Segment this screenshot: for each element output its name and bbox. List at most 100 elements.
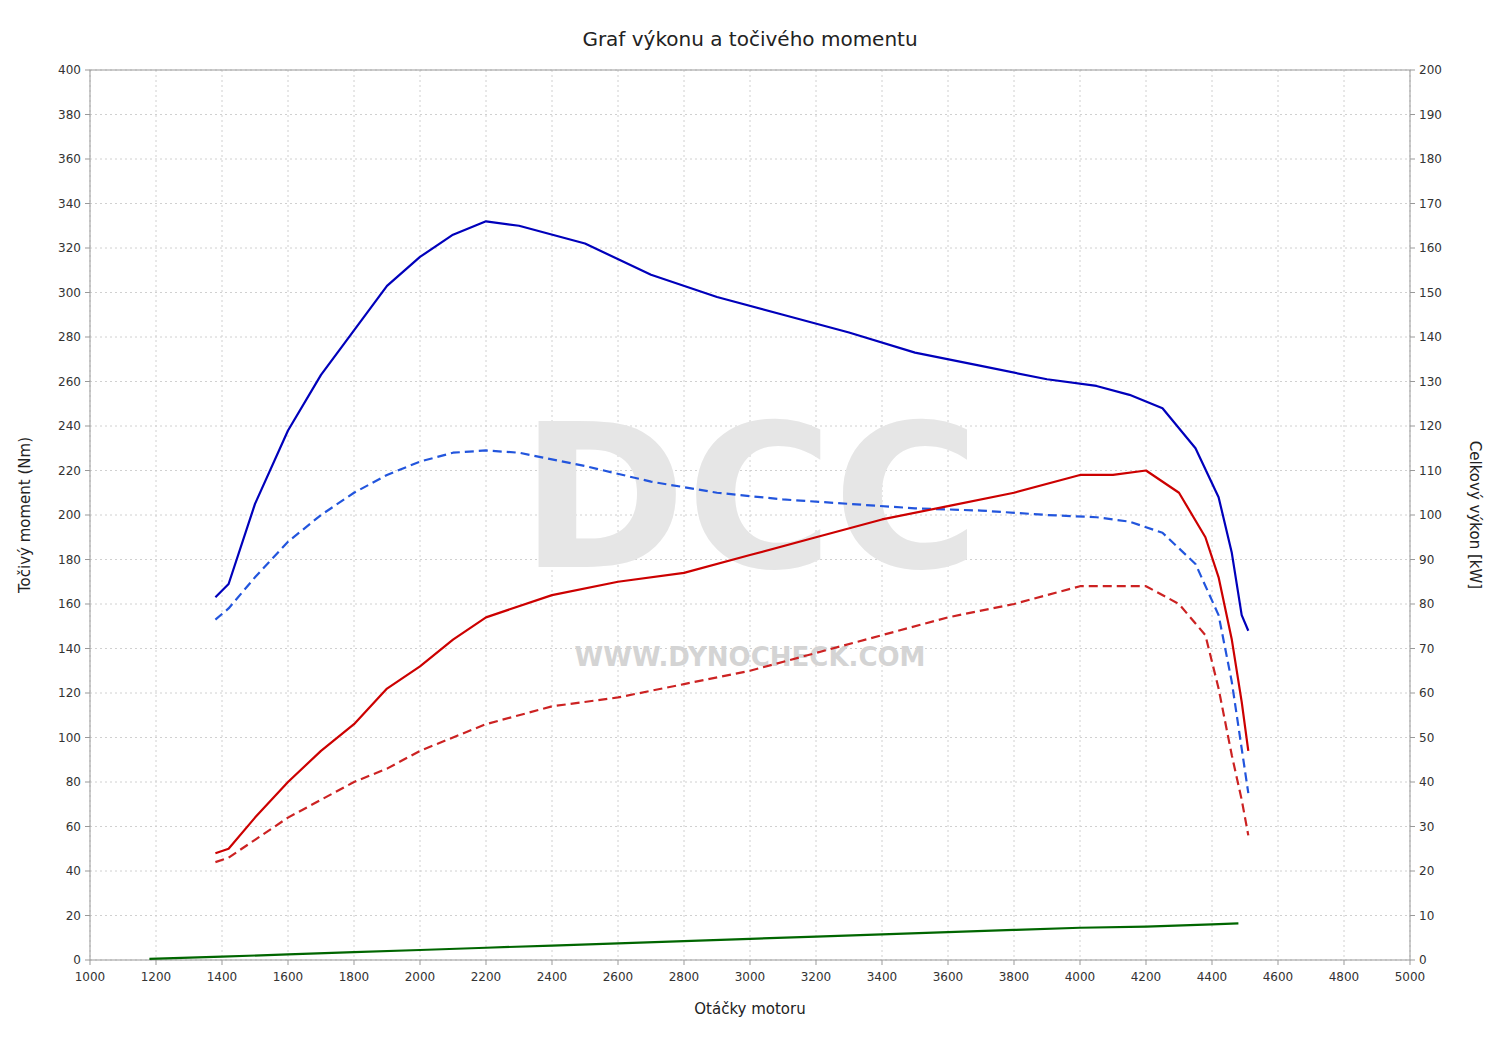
y2-tick-label: 180: [1419, 152, 1442, 166]
x-tick: [156, 960, 157, 965]
y-tick: [85, 470, 90, 471]
y-tick-label: 380: [58, 108, 81, 122]
y-tick-label: 260: [58, 375, 81, 389]
y-tick: [85, 782, 90, 783]
y2-tick: [1410, 292, 1415, 293]
x-tick: [816, 960, 817, 965]
y2-tick: [1410, 648, 1415, 649]
y2-tick-label: 40: [1419, 775, 1434, 789]
x-tick-label: 3800: [999, 970, 1030, 984]
y-tick: [85, 648, 90, 649]
y2-tick-label: 150: [1419, 286, 1442, 300]
chart: DCCWWW.DYNOCHECK.COM10001200140016001800…: [0, 0, 1500, 1040]
plot-frame: [90, 70, 1410, 960]
x-tick: [222, 960, 223, 965]
y2-tick-label: 0: [1419, 953, 1427, 967]
x-tick: [288, 960, 289, 965]
y-tick-label: 200: [58, 508, 81, 522]
x-tick: [1014, 960, 1015, 965]
x-tick-label: 4600: [1263, 970, 1294, 984]
grid-line-x: [288, 70, 289, 960]
grid-line-x: [156, 70, 157, 960]
y2-tick: [1410, 381, 1415, 382]
y-tick: [85, 960, 90, 961]
y-tick-label: 80: [66, 775, 81, 789]
x-tick: [1278, 960, 1279, 965]
y-tick: [85, 604, 90, 605]
y-tick: [85, 826, 90, 827]
y-tick-label: 240: [58, 419, 81, 433]
grid-line-y: [90, 693, 1410, 694]
x-tick-label: 1000: [75, 970, 106, 984]
y2-tick-label: 80: [1419, 597, 1434, 611]
y-tick: [85, 159, 90, 160]
y2-tick: [1410, 426, 1415, 427]
x-tick-label: 3400: [867, 970, 898, 984]
x-tick-label: 5000: [1395, 970, 1426, 984]
axes: 1000120014001600180020002200240026002800…: [58, 63, 1442, 984]
y-tick: [85, 70, 90, 71]
series-line: [215, 586, 1248, 862]
grid-line-y: [90, 737, 1410, 738]
x-tick-label: 2200: [471, 970, 502, 984]
y-tick-label: 0: [73, 953, 81, 967]
y2-tick: [1410, 826, 1415, 827]
y-tick-label: 160: [58, 597, 81, 611]
y2-tick-label: 120: [1419, 419, 1442, 433]
x-tick-label: 2000: [405, 970, 436, 984]
x-tick-label: 2600: [603, 970, 634, 984]
y2-tick-label: 30: [1419, 820, 1434, 834]
grid-line-y: [90, 114, 1410, 115]
y-tick: [85, 693, 90, 694]
y2-tick-label: 200: [1419, 63, 1442, 77]
y2-axis-label: Celkový výkon [kW]: [1466, 441, 1484, 589]
series-line: [149, 923, 1238, 959]
y-tick: [85, 871, 90, 872]
x-tick-label: 3200: [801, 970, 832, 984]
x-tick: [1212, 960, 1213, 965]
y2-tick-label: 90: [1419, 553, 1434, 567]
y-tick-label: 320: [58, 241, 81, 255]
x-tick-label: 1800: [339, 970, 370, 984]
series-line: [215, 471, 1248, 854]
y-tick: [85, 426, 90, 427]
y-tick-label: 180: [58, 553, 81, 567]
y2-tick: [1410, 203, 1415, 204]
grid-line-x: [1080, 70, 1081, 960]
grid-line-x: [1344, 70, 1345, 960]
y-tick: [85, 203, 90, 204]
grid-line-y: [90, 292, 1410, 293]
y2-tick-label: 50: [1419, 731, 1434, 745]
series-line: [215, 221, 1248, 630]
x-tick-label: 2400: [537, 970, 568, 984]
y2-tick-label: 170: [1419, 197, 1442, 211]
y2-tick-label: 130: [1419, 375, 1442, 389]
y-tick-label: 120: [58, 686, 81, 700]
y-tick: [85, 381, 90, 382]
grid-line-x: [486, 70, 487, 960]
x-tick: [1344, 960, 1345, 965]
y-tick-label: 280: [58, 330, 81, 344]
grid-line-x: [222, 70, 223, 960]
y2-tick: [1410, 915, 1415, 916]
x-tick: [1410, 960, 1411, 965]
x-tick-label: 1600: [273, 970, 304, 984]
y-tick-label: 60: [66, 820, 81, 834]
y2-tick-label: 140: [1419, 330, 1442, 344]
y-tick-label: 360: [58, 152, 81, 166]
x-tick: [552, 960, 553, 965]
y2-tick: [1410, 604, 1415, 605]
y2-tick-label: 190: [1419, 108, 1442, 122]
y2-tick-label: 70: [1419, 642, 1434, 656]
x-axis-label: Otáčky motoru: [694, 1000, 805, 1018]
grid-line-y: [90, 248, 1410, 249]
y-tick: [85, 559, 90, 560]
y-tick-label: 340: [58, 197, 81, 211]
title: Graf výkonu a točivého momentu: [582, 27, 917, 51]
x-tick-label: 4400: [1197, 970, 1228, 984]
x-tick: [750, 960, 751, 965]
grid-line-y: [90, 203, 1410, 204]
y-tick-label: 220: [58, 464, 81, 478]
grid-line-x: [1278, 70, 1279, 960]
y2-tick: [1410, 693, 1415, 694]
